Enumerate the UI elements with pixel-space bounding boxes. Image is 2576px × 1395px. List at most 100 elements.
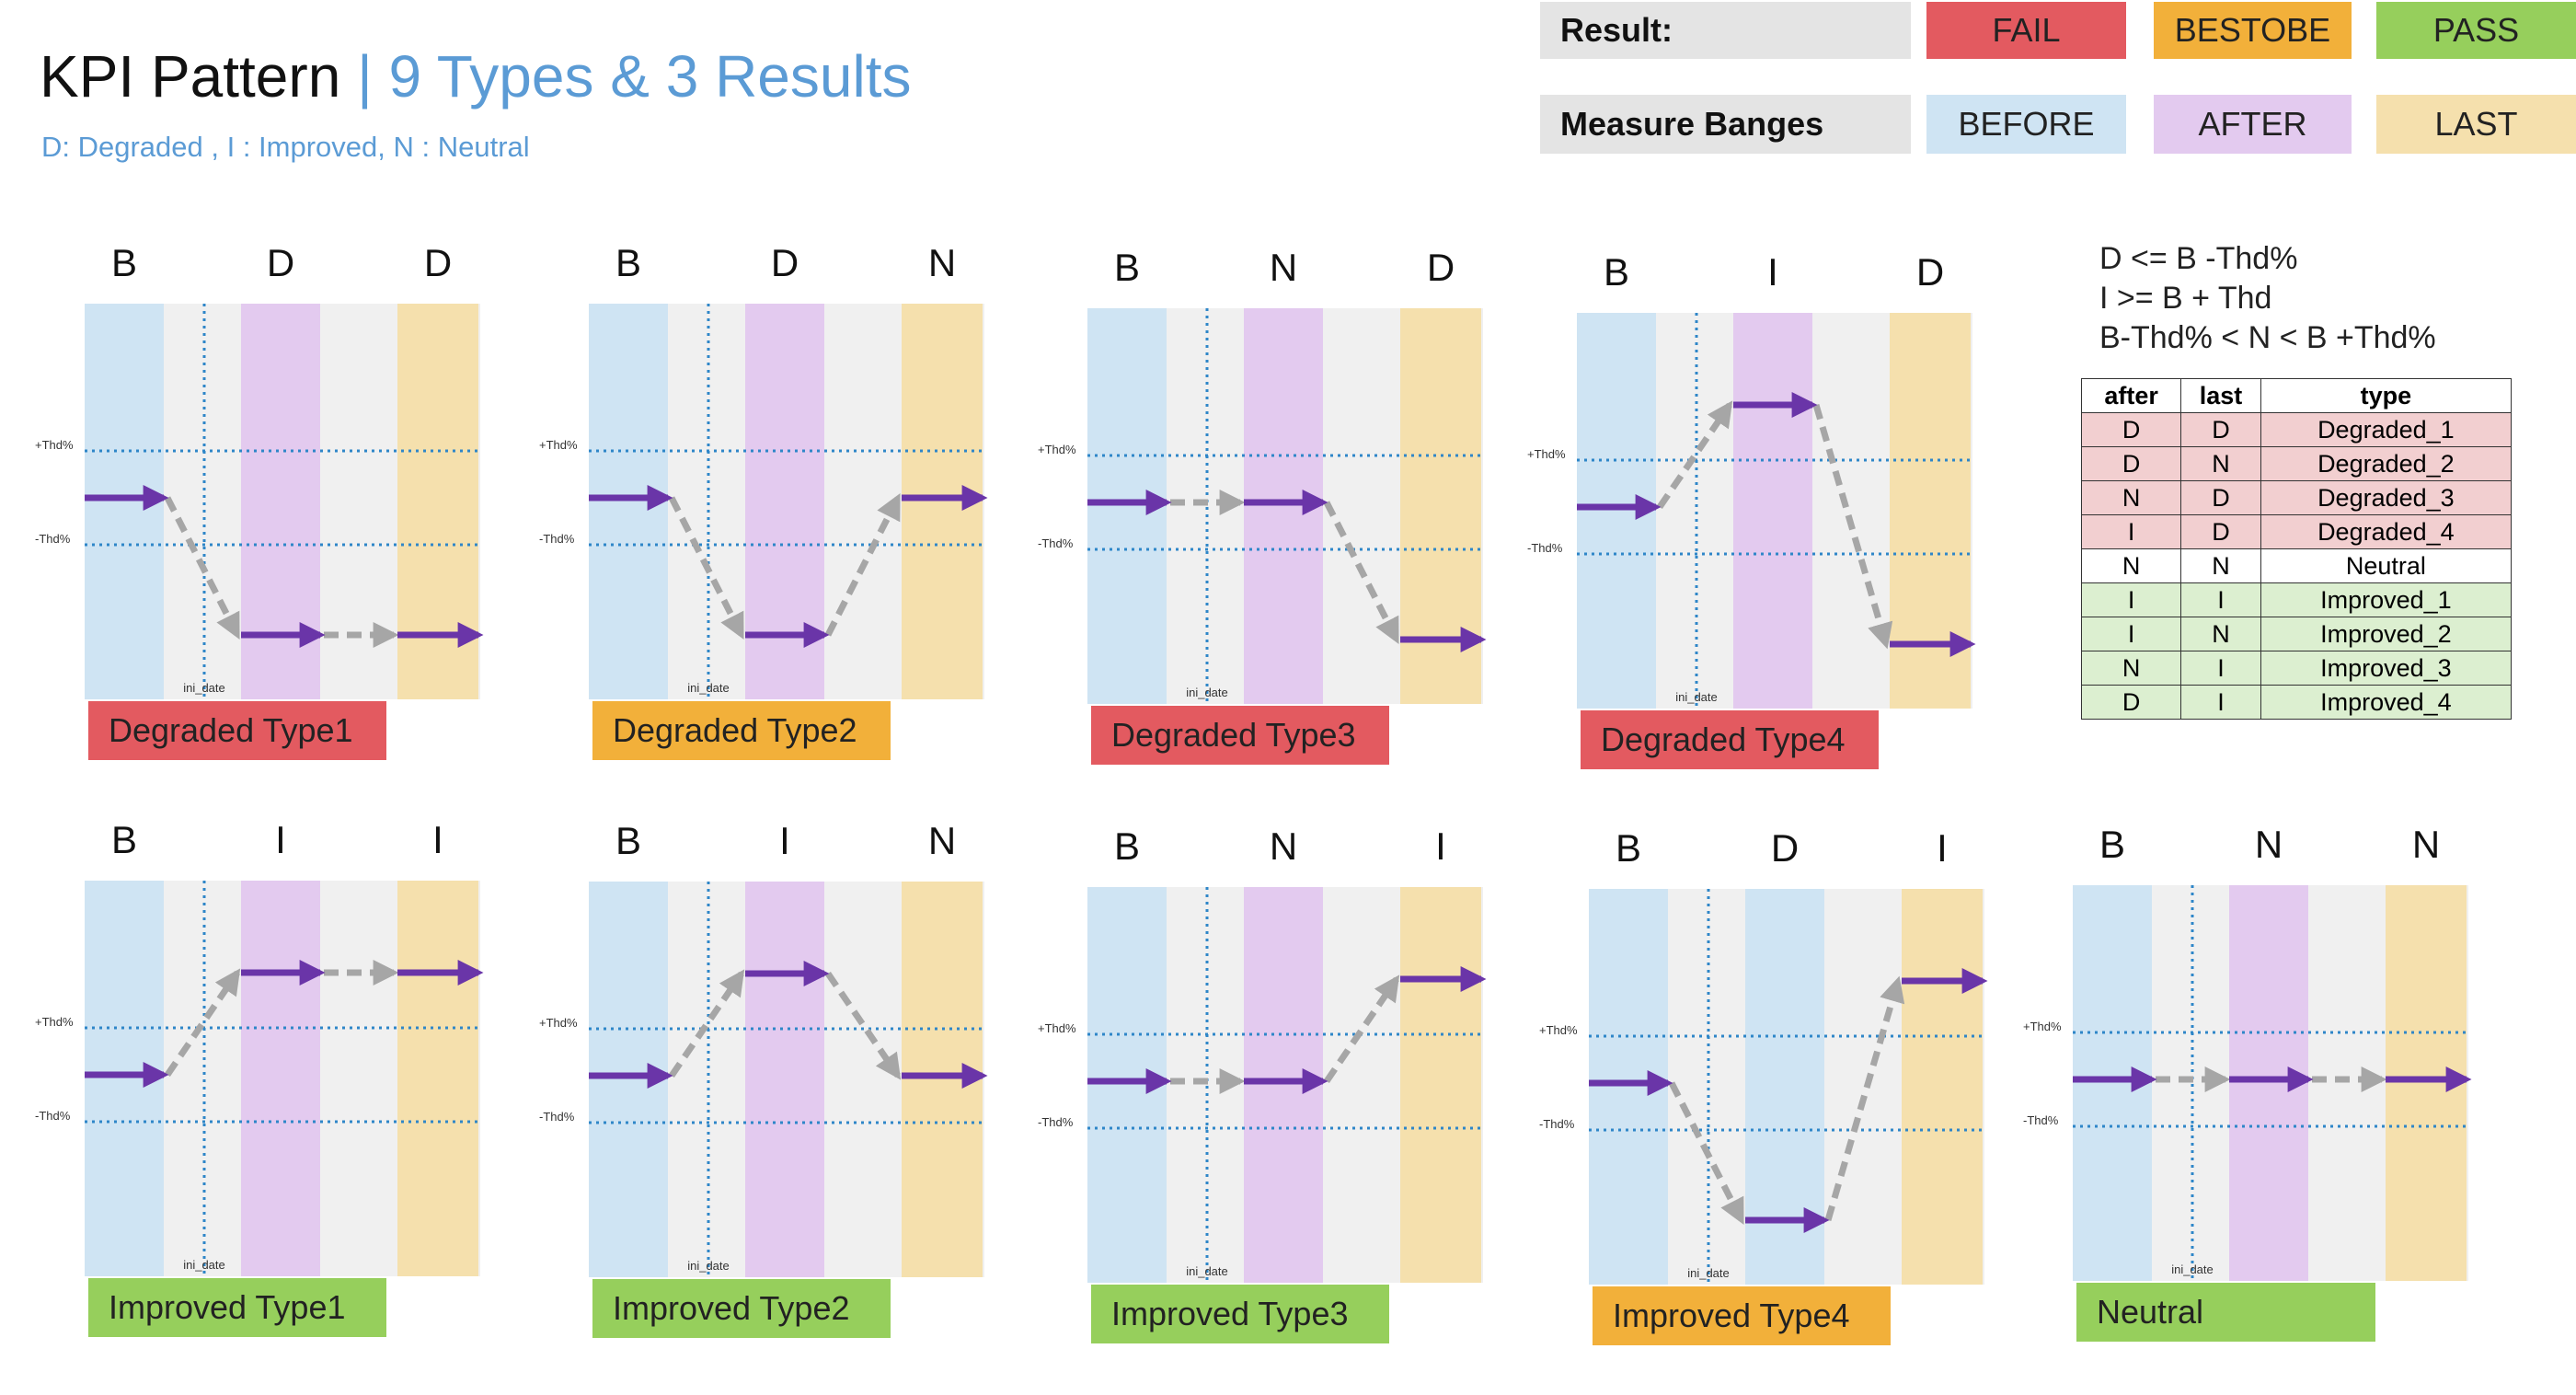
pattern-diagram: +Thd% -Thd% ini_date B I N — [539, 819, 988, 1277]
result-bestobe-swatch: BESTOBE — [2154, 2, 2352, 59]
transition-arrow — [1824, 975, 1905, 1221]
table-row: N I Improved_3 — [2080, 651, 2513, 686]
column-header: B — [615, 241, 641, 284]
result-legend-label: Result: — [1540, 2, 1911, 59]
title-sub: | 9 Types & 3 Results — [357, 43, 912, 110]
transition-arrow — [1324, 974, 1400, 1083]
col-last: last — [2180, 378, 2261, 413]
cell-type: Neutral — [2260, 548, 2513, 583]
panel-canvas: +Thd% -Thd% ini_date B D D — [35, 241, 484, 699]
cell-type: Improved_3 — [2260, 651, 2513, 686]
column-header: B — [1616, 826, 1641, 870]
pattern-type-label: Degraded Type4 — [1581, 710, 1879, 769]
thd-minus-label: -Thd% — [1527, 541, 1563, 555]
pattern-type-label: Improved Type3 — [1091, 1285, 1389, 1343]
column-header: D — [424, 241, 452, 284]
pattern-diagram: +Thd% -Thd% ini_date B N D — [1038, 246, 1487, 704]
cell-last: D — [2180, 514, 2261, 549]
column-header: B — [1114, 824, 1140, 868]
after-band — [1745, 889, 1824, 1285]
classification-rules: D <= B -Thd% I >= B + Thd B-Thd% < N < B… — [2099, 239, 2436, 358]
last-band — [397, 881, 478, 1276]
table-row: D D Degraded_1 — [2080, 412, 2513, 447]
column-header: N — [2255, 823, 2283, 866]
thd-minus-label: -Thd% — [1539, 1117, 1575, 1131]
column-header: N — [928, 241, 956, 284]
column-header: D — [771, 241, 799, 284]
thd-minus-label: -Thd% — [539, 532, 575, 546]
col-type: type — [2260, 378, 2513, 413]
panel-canvas: +Thd% -Thd% ini_date B D N — [539, 241, 988, 699]
table-row: D N Degraded_2 — [2080, 446, 2513, 481]
column-header: D — [267, 241, 294, 284]
after-band — [241, 881, 320, 1276]
last-band — [1400, 308, 1481, 704]
column-header: B — [615, 819, 641, 862]
cell-type: Degraded_2 — [2260, 446, 2513, 481]
cell-after: N — [2080, 480, 2182, 515]
thd-minus-label: -Thd% — [1038, 1115, 1074, 1129]
last-band — [1400, 887, 1481, 1283]
cell-last: I — [2180, 651, 2261, 686]
column-header: I — [779, 819, 790, 862]
column-header: B — [1114, 246, 1140, 289]
column-header: N — [1270, 824, 1297, 868]
last-band — [397, 304, 478, 699]
after-band — [745, 304, 824, 699]
pattern-type-label: Improved Type1 — [88, 1278, 386, 1337]
before-band — [1087, 887, 1167, 1283]
ini-date-label: ini_date — [1675, 690, 1718, 704]
ini-date-label: ini_date — [183, 1258, 225, 1272]
thd-plus-label: +Thd% — [2023, 1020, 2062, 1033]
result-fail-swatch: FAIL — [1926, 2, 2126, 59]
pattern-type-label: Degraded Type1 — [88, 701, 386, 760]
thd-plus-label: +Thd% — [35, 1015, 74, 1029]
transition-arrow — [164, 496, 241, 640]
transition-arrow — [1323, 501, 1400, 644]
pattern-panel: +Thd% -Thd% ini_date B I D — [1522, 230, 1982, 819]
transition-arrow — [669, 969, 745, 1078]
cell-after: N — [2080, 651, 2182, 686]
cell-last: D — [2180, 480, 2261, 515]
pattern-diagram: +Thd% -Thd% ini_date B I D — [1527, 250, 1976, 709]
column-header: B — [111, 818, 137, 861]
ini-date-label: ini_date — [1186, 1264, 1228, 1278]
pattern-type-label: Neutral — [2076, 1283, 2375, 1342]
pattern-diagram: +Thd% -Thd% ini_date B N I — [1038, 824, 1487, 1283]
table-row: N D Degraded_3 — [2080, 480, 2513, 515]
after-band — [241, 304, 320, 699]
thd-plus-label: +Thd% — [1539, 1023, 1578, 1037]
cell-type: Degraded_1 — [2260, 412, 2513, 447]
before-band — [1087, 308, 1167, 704]
range-before-swatch: BEFORE — [1926, 95, 2126, 154]
last-band — [1890, 313, 1971, 709]
pattern-diagram: +Thd% -Thd% ini_date B D N — [539, 241, 988, 699]
after-band — [745, 882, 824, 1277]
cell-type: Improved_2 — [2260, 617, 2513, 651]
column-header: I — [1767, 250, 1778, 294]
result-pass-swatch: PASS — [2376, 2, 2576, 59]
column-header: N — [928, 819, 956, 862]
ini-date-label: ini_date — [1186, 686, 1228, 699]
page-subtitle: D: Degraded , I : Improved, N : Neutral — [41, 131, 530, 163]
pattern-panel: +Thd% -Thd% ini_date B N D — [1032, 225, 1492, 814]
cell-last: I — [2180, 685, 2261, 720]
table-row: D I Improved_4 — [2080, 685, 2513, 720]
cell-last: N — [2180, 446, 2261, 481]
type-table: after last type D D Degraded_1 D N Degraded_… — [2080, 378, 2513, 720]
thd-minus-label: -Thd% — [2023, 1113, 2059, 1127]
column-header: B — [111, 241, 137, 284]
table-row: I N Improved_2 — [2080, 617, 2513, 651]
thd-plus-label: +Thd% — [1527, 447, 1566, 461]
thd-minus-label: -Thd% — [539, 1110, 575, 1124]
pattern-type-label: Improved Type2 — [592, 1279, 891, 1338]
col-after: after — [2080, 378, 2182, 413]
last-band — [1902, 889, 1983, 1285]
last-band — [902, 882, 983, 1277]
cell-after: D — [2080, 412, 2182, 447]
column-header: D — [1427, 246, 1455, 289]
cell-type: Improved_4 — [2260, 685, 2513, 720]
column-header: B — [2099, 823, 2125, 866]
transition-arrow — [165, 968, 241, 1077]
pattern-type-label: Degraded Type3 — [1091, 706, 1389, 765]
